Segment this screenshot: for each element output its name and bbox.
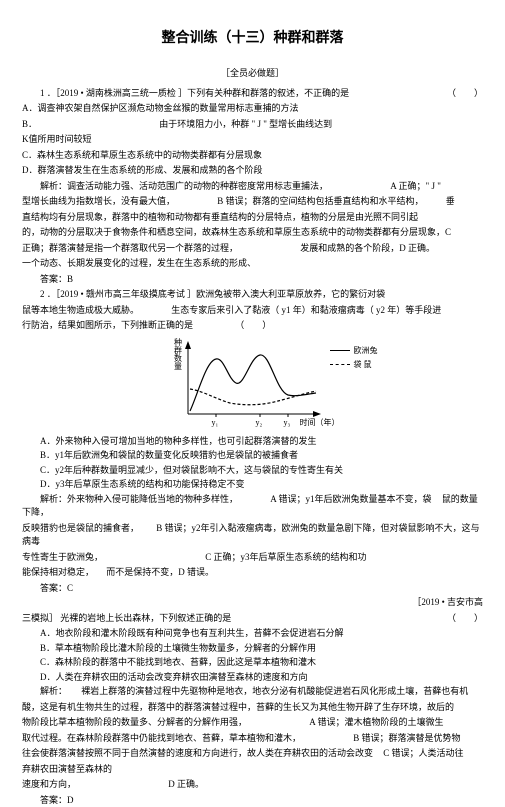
chart: 种群数量 y₁ y₂ y₃ 时间（年） 欧洲兔 袋 鼠 xyxy=(168,339,338,429)
q3-optB: B．草本植物阶段比灌木阶段的土壤微生物数量多，分解者的分解作用 xyxy=(40,642,483,656)
q3-stem-text: 三模拟］ 光裸的岩地上长出森林，下列叙述正确的是 xyxy=(22,613,231,623)
y-axis-label: 种群数量 xyxy=(172,338,184,370)
q2-l2-tail: 生态专家后来引入了黏液（ y1 年）和黏液瘤病毒（ y2 年）等手段进 xyxy=(171,305,441,315)
q1-answer: 答案：B xyxy=(22,273,483,287)
q3-exp6-r: D 正确。 xyxy=(168,779,204,789)
page-title: 整合训练（十三）种群和群落 xyxy=(22,28,483,49)
legend-row-1: 欧洲兔 xyxy=(330,345,378,357)
q3-optC: C．森林阶段的群落中不能找到地衣、苔藓，因此这是草本植物和灌木 xyxy=(40,656,483,670)
legend-label-1: 欧洲兔 xyxy=(354,345,378,357)
q1-exp6: 一个动态、长期发展变化的过程，发生在生态系统的形成、 xyxy=(22,257,483,271)
q1-exp1-text: 解析：调查活动能力强、活动范围广的动物的种群密度常用标志重捕法， xyxy=(40,181,328,191)
subtitle: ［全员必做题］ xyxy=(22,67,483,81)
q3-exp6-text: 速度和方向， xyxy=(22,779,76,789)
x-tick-3: y₃ xyxy=(284,417,291,429)
q3-exp3-r: A 错误；灌木植物阶段的土壤微生 xyxy=(309,717,443,727)
q1-exp4: 的，动物的分层取决于食物条件和栖息空间，故森林生态系统和草原生态系统中的动物类群… xyxy=(22,226,483,240)
q2-paren: （ ） xyxy=(235,320,271,330)
q3-exp2: 酸，这是有机生物共生的过程，群落中的群落演替过程中，苔藓的生长又为其他生物开辟了… xyxy=(22,701,483,715)
q1-b-tail: 由于环境阻力小，种群 " J " 型增长曲线达到 xyxy=(159,119,332,129)
q3-exp5-tail: 弃耕农田演替至森林的 xyxy=(22,763,483,777)
q3-exp1-tail: 裸岩上群落的演替过程中先驱物种是地衣，地衣分泌有机酸能促进岩石风化形成土壤，苔藓… xyxy=(81,686,468,696)
q2-exp4: 能保持相对稳定， 而不是保持不变，D 错误。 xyxy=(22,566,483,580)
q2-answer: 答案：C xyxy=(40,582,483,596)
q3-stem: 三模拟］ 光裸的岩地上长出森林，下列叙述正确的是 （ ） xyxy=(22,612,483,626)
q1-exp5: 正确；群落演替是指一个群落取代另一个群落的过程， 发展和成熟的各个阶段，D 正确… xyxy=(22,242,483,256)
q1-exp2-text: 型增长曲线为指数增长，没有最大值， xyxy=(22,196,175,206)
q2-optC: C．y2年后种群数量明显减少，但对袋鼠影响不大，这与袋鼠的专性寄生有关 xyxy=(40,464,483,478)
q2-l3-text: 行防治，结果如图所示，下列推断正确的是 xyxy=(22,320,193,330)
q1-exp1: 解析：调查活动能力强、活动范围广的动物的种群密度常用标志重捕法， A 正确；" … xyxy=(22,180,483,194)
q1-optA: A．调查神农架自然保护区濒危动物金丝猴的数量常用标志重捕的方法 xyxy=(22,102,483,116)
q1-stem-text: 1 ．［2019 • 湖南株洲高三统一质检 ］下列有关种群和群落的叙述，不正确的… xyxy=(40,88,349,98)
q1-exp2-r: B 错误；群落的空间结构包括垂直结构和水平结构， xyxy=(217,196,423,206)
q3-exp4-text: 取代过程。在森林阶段群落中仍能找到地衣、苔藓，草本植物和灌木， xyxy=(22,733,301,743)
q1-exp3: 直结构均有分层现象，群落中的植物和动物都有垂直结构的分层特点，植物的分层是由光照… xyxy=(22,211,483,225)
q2-exp3: 专性寄生于欧洲兔， C 正确；y3年后草原生态系统的结构和功 xyxy=(22,551,483,565)
q3-exp6: 速度和方向， D 正确。 xyxy=(22,778,483,792)
q2-optD: D．y3年后草原生态系统的结构和功能保持稳定不变 xyxy=(40,478,483,492)
q2-exp4-text: 能保持相对稳定， xyxy=(22,567,94,577)
q3-exp3-text: 物阶段比草本植物阶段的数量多、分解者的分解作用强， xyxy=(22,717,247,727)
q1-exp1-r: A 正确；" J " xyxy=(390,181,441,191)
q1-stem: 1 ．［2019 • 湖南株洲高三统一质检 ］下列有关种群和群落的叙述，不正确的… xyxy=(22,87,483,101)
legend: 欧洲兔 袋 鼠 xyxy=(330,345,378,373)
legend-line-dash xyxy=(330,364,350,365)
q2-stem: 2 ．［2019 • 赣州市高三年级摸底考试 ］欧洲兔被带入澳大利亚草原放养，它… xyxy=(22,288,483,302)
q2-l2: 鼠等本地生物造成极大威胁。 生态专家后来引入了黏液（ y1 年）和黏液瘤病毒（ … xyxy=(22,304,483,318)
q2-optB: B．y1年后欧洲兔和袋鼠的数量变化反映猎豹也是袋鼠的被捕食者 xyxy=(40,449,483,463)
q3-head-r: ［2019 • 吉安市高 xyxy=(22,596,483,610)
q2-exp3-text: 专性寄生于欧洲兔， xyxy=(22,552,103,562)
q1-optC: C．森林生态系统和草原生态系统中的动物类群都有分层现象 xyxy=(22,149,483,163)
q3-optD: D．人类在弃耕农田的活动会改变弃耕农田演替至森林的速度和方向 xyxy=(40,671,483,685)
q3-exp1-text: 解析： xyxy=(40,686,67,696)
q3-exp5: 往会使群落演替按照不同于自然演替的速度和方向进行，故人类在弃耕农田的活动会改变 … xyxy=(22,747,483,761)
q1-exp5-tail: 发展和成熟的各个阶段，D 正确。 xyxy=(300,243,435,253)
q1-exp2-tail: 垂 xyxy=(446,196,455,206)
q1-optD: D．群落演替发生在生态系统的形成、发展和成熟的各个阶段 xyxy=(22,164,483,178)
q2-l2-text: 鼠等本地生物造成极大威胁。 xyxy=(22,305,139,315)
q2-optA: A．外来物种入侵可增加当地的物种多样性，也可引起群落演替的发生 xyxy=(40,435,483,449)
q3-exp3: 物阶段比草本植物阶段的数量多、分解者的分解作用强， A 错误；灌木植物阶段的土壤… xyxy=(22,716,483,730)
q1-b-cont: K值所用时间较短 xyxy=(22,133,483,147)
q2-exp1-r: A 错误；y1年后欧洲兔数量基本不变，袋 xyxy=(270,494,431,504)
q2-l3: 行防治，结果如图所示，下列推断正确的是 （ ） xyxy=(22,319,483,333)
q3-exp5-text: 往会使群落演替按照不同于自然演替的速度和方向进行，故人类在弃耕农田的活动会改变 xyxy=(22,748,373,758)
q2-exp3-r: 而不是保持不变，D 错误。 xyxy=(106,567,214,577)
q1-optB: B． 由于环境阻力小，种群 " J " 型增长曲线达到 xyxy=(22,118,483,132)
q2-exp3-tail: C 正确；y3年后草原生态系统的结构和功 xyxy=(205,552,366,562)
q1-exp5-text: 正确；群落演替是指一个群落取代另一个群落的过程， xyxy=(22,243,238,253)
x-tick-1: y₁ xyxy=(212,417,219,429)
legend-label-2: 袋 鼠 xyxy=(354,359,372,371)
x-tick-2: y₂ xyxy=(256,417,263,429)
q2-exp1: 解析：外来物种入侵可能降低当地的物种多样性， A 错误；y1年后欧洲兔数量基本不… xyxy=(22,493,483,520)
q1-paren: （ ） xyxy=(429,87,483,101)
q2-exp2: 反映猎豹也是袋鼠的捕食者， B 错误；y2年引入黏液瘤病毒，欧洲兔的数量急剧下降… xyxy=(22,522,483,549)
q3-exp5-r: C 错误；人类活动往 xyxy=(383,748,463,758)
legend-line-solid xyxy=(330,350,350,351)
legend-row-2: 袋 鼠 xyxy=(330,359,378,371)
chart-svg xyxy=(168,339,338,429)
q3-exp1: 解析： 裸岩上群落的演替过程中先驱物种是地衣，地衣分泌有机酸能促进岩石风化形成土… xyxy=(22,685,483,699)
q3-optA: A．地衣阶段和灌木阶段既有种间竞争也有互利共生，苔藓不会促进岩石分解 xyxy=(40,627,483,641)
q3-answer: 答案：D xyxy=(22,794,483,807)
chart-wrap: 种群数量 y₁ y₂ y₃ 时间（年） 欧洲兔 袋 鼠 xyxy=(22,339,483,429)
q3-exp4-r: B 错误；群落演替是优势物 xyxy=(353,733,460,743)
q2-exp2-text: 反映猎豹也是袋鼠的捕食者， xyxy=(22,523,139,533)
q1-exp2: 型增长曲线为指数增长，没有最大值， B 错误；群落的空间结构包括垂直结构和水平结… xyxy=(22,195,483,209)
q3-paren: （ ） xyxy=(447,612,483,626)
q2-exp1-text: 解析：外来物种入侵可能降低当地的物种多样性， xyxy=(40,494,238,504)
q1-b-head: B． xyxy=(22,119,37,129)
q3-exp4: 取代过程。在森林阶段群落中仍能找到地衣、苔藓，草本植物和灌木， B 错误；群落演… xyxy=(22,732,483,746)
x-axis-label: 时间（年） xyxy=(300,417,338,429)
